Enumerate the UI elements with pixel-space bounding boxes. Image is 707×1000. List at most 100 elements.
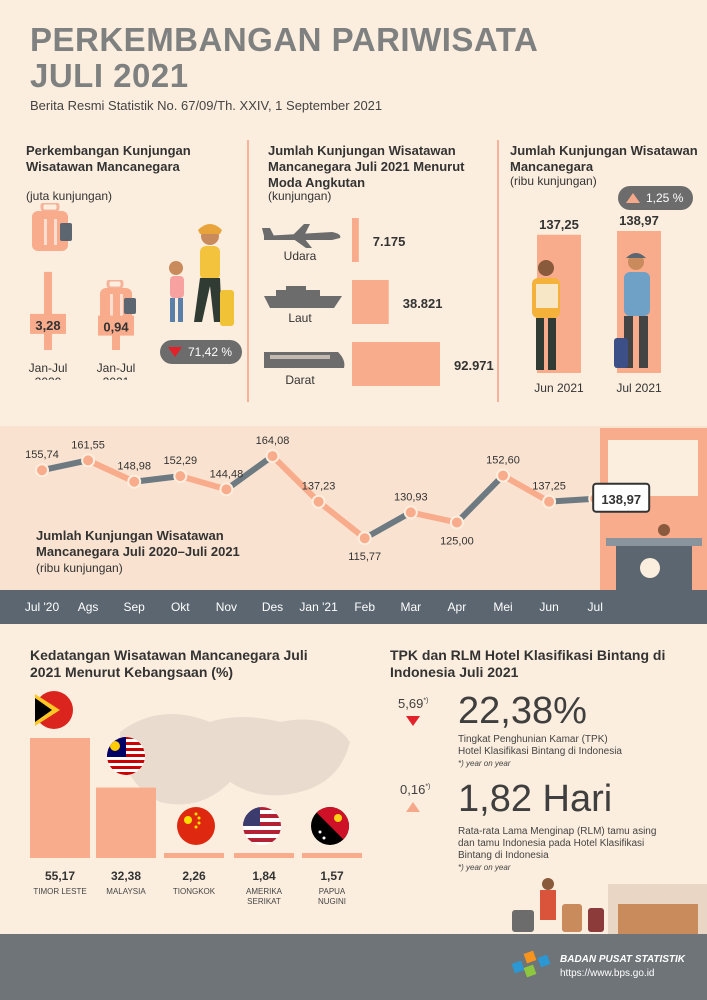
month-tick-label: Okt — [170, 600, 190, 614]
malaysia-flag-icon — [107, 737, 145, 775]
series-line-segment — [315, 498, 368, 542]
bar — [96, 787, 156, 858]
data-point — [542, 494, 557, 509]
month-tick-label: Mei — [493, 600, 513, 614]
section1-unit: (juta kunjungan) — [26, 189, 113, 203]
data-label: 155,74 — [25, 449, 59, 461]
suitcase-icon — [100, 280, 136, 324]
data-point — [311, 494, 326, 509]
timeline-unit: (ribu kunjungan) — [36, 561, 123, 575]
month-tick-label: Feb — [354, 600, 376, 614]
data-point — [403, 505, 418, 520]
ship-icon — [264, 286, 342, 308]
data-label-bg — [98, 315, 134, 336]
data-label: 152,29 — [163, 455, 197, 467]
data-label: 1,84 — [252, 869, 276, 883]
series-line-segment — [223, 453, 276, 493]
papua-new-guinea-flag-icon — [311, 807, 349, 845]
footer-url[interactable]: https://www.bps.go.id — [560, 968, 655, 979]
section3-change-value: 1,25 % — [646, 191, 684, 205]
up-arrow-icon — [406, 802, 420, 812]
tourist-illustration — [532, 260, 560, 370]
category-label: Udara — [284, 249, 317, 263]
rlm-change-value: 0,16 — [400, 782, 426, 797]
month-tick-label: Jul '20 — [24, 600, 60, 614]
month-tick-label: Jan '21 — [299, 600, 338, 614]
category-label: TIMOR LESTE — [33, 887, 86, 896]
category-label: SERIKAT — [247, 897, 281, 906]
data-point — [496, 468, 510, 483]
section3-change-badge: 1,25 % — [618, 186, 694, 210]
rlm-note: *) year on year — [458, 863, 511, 872]
hotel-lobby-illustration — [512, 878, 707, 934]
data-point — [357, 531, 372, 546]
page-title: PERKEMBANGAN PARIWISATA JULI 2021 — [30, 22, 538, 94]
data-label: 2,26 — [182, 869, 206, 883]
down-arrow-icon — [406, 716, 420, 726]
section1-change-badge: 71,42 % — [160, 340, 243, 364]
data-point — [35, 463, 49, 478]
bar — [352, 218, 359, 262]
category-label: Laut — [288, 311, 312, 325]
section1-heading: Perkembangan Kunjungan Wisatawan Mancane… — [26, 143, 191, 174]
bar — [164, 853, 224, 858]
month-tick-label: Mar — [400, 600, 422, 614]
divider — [497, 140, 499, 402]
tpk-change-value: 5,69 — [398, 696, 424, 711]
data-label: 55,17 — [45, 869, 75, 883]
data-label-bg — [30, 313, 66, 334]
series-line-segment — [85, 457, 138, 485]
train-icon — [264, 352, 345, 368]
footer-org: BADAN PUSAT STATISTIK — [560, 954, 685, 965]
series-line-segment — [131, 473, 184, 485]
data-label: 130,93 — [394, 491, 428, 503]
hotel-heading: TPK dan RLM Hotel Klasifikasi Bintang di… — [390, 647, 666, 680]
world-map-decor — [120, 714, 350, 805]
series-line-segment — [546, 495, 599, 505]
bar — [302, 853, 362, 858]
data-point — [219, 482, 234, 497]
data-label: 3,28 — [35, 318, 60, 333]
bar — [234, 853, 294, 858]
series-line-segment — [500, 472, 553, 505]
series-line-segment — [269, 453, 322, 505]
timor-leste-flag-icon — [35, 691, 73, 729]
data-label: 137,25 — [532, 481, 566, 493]
divider — [247, 140, 249, 402]
down-arrow-icon — [168, 347, 182, 357]
month-tick-label: Jul — [587, 600, 603, 614]
category-label: MALAYSIA — [106, 887, 146, 896]
month-tick-label: Ags — [77, 600, 99, 614]
travellers-illustration — [169, 224, 234, 326]
section1-change-value: 71,42 % — [188, 345, 233, 359]
chart-nationality: 55,17 TIMOR LESTE 32,38 MALAYSIA 2,26 TIONGKO… — [30, 738, 362, 906]
subtitle: Berita Resmi Statistik No. 67/09/Th. XXI… — [30, 98, 383, 113]
category-label: PAPUA — [319, 887, 346, 896]
data-label: 38.821 — [403, 296, 443, 311]
nationality-heading: Kedatangan Wisatawan Mancanegara Juli 20… — [30, 647, 308, 680]
title-line-2: JULI 2021 — [30, 57, 189, 94]
rlm-change-sup: *) — [425, 783, 431, 791]
tpk-change: 5,69*) — [398, 696, 428, 711]
category-label: Jan-Jul — [29, 361, 68, 375]
category-label: TIONGKOK — [173, 887, 216, 896]
data-label: 125,00 — [440, 536, 474, 548]
timeline-heading: Jumlah Kunjungan Wisatawan Mancanegara J… — [36, 528, 240, 559]
data-label: 32,38 — [111, 869, 141, 883]
category-label: NUGINI — [318, 897, 346, 906]
data-label: 144,48 — [210, 468, 244, 480]
tourist-illustration — [614, 253, 650, 368]
data-label: 1,57 — [320, 869, 344, 883]
up-arrow-icon — [626, 193, 640, 203]
bar — [44, 271, 52, 350]
data-label: 115,77 — [348, 551, 381, 563]
data-point — [81, 453, 96, 468]
category-label: Jan-Jul — [97, 361, 136, 375]
rlm-desc-3: Bintang di Indonesia — [458, 850, 549, 861]
title-line-1: PERKEMBANGAN PARIWISATA — [30, 21, 539, 58]
category-label: 2021 — [103, 375, 130, 380]
data-label: 137,23 — [302, 481, 336, 493]
data-label: 164,08 — [256, 435, 290, 447]
rlm-desc-1: Rata-rata Lama Menginap (RLM) tamu asing — [458, 826, 657, 837]
